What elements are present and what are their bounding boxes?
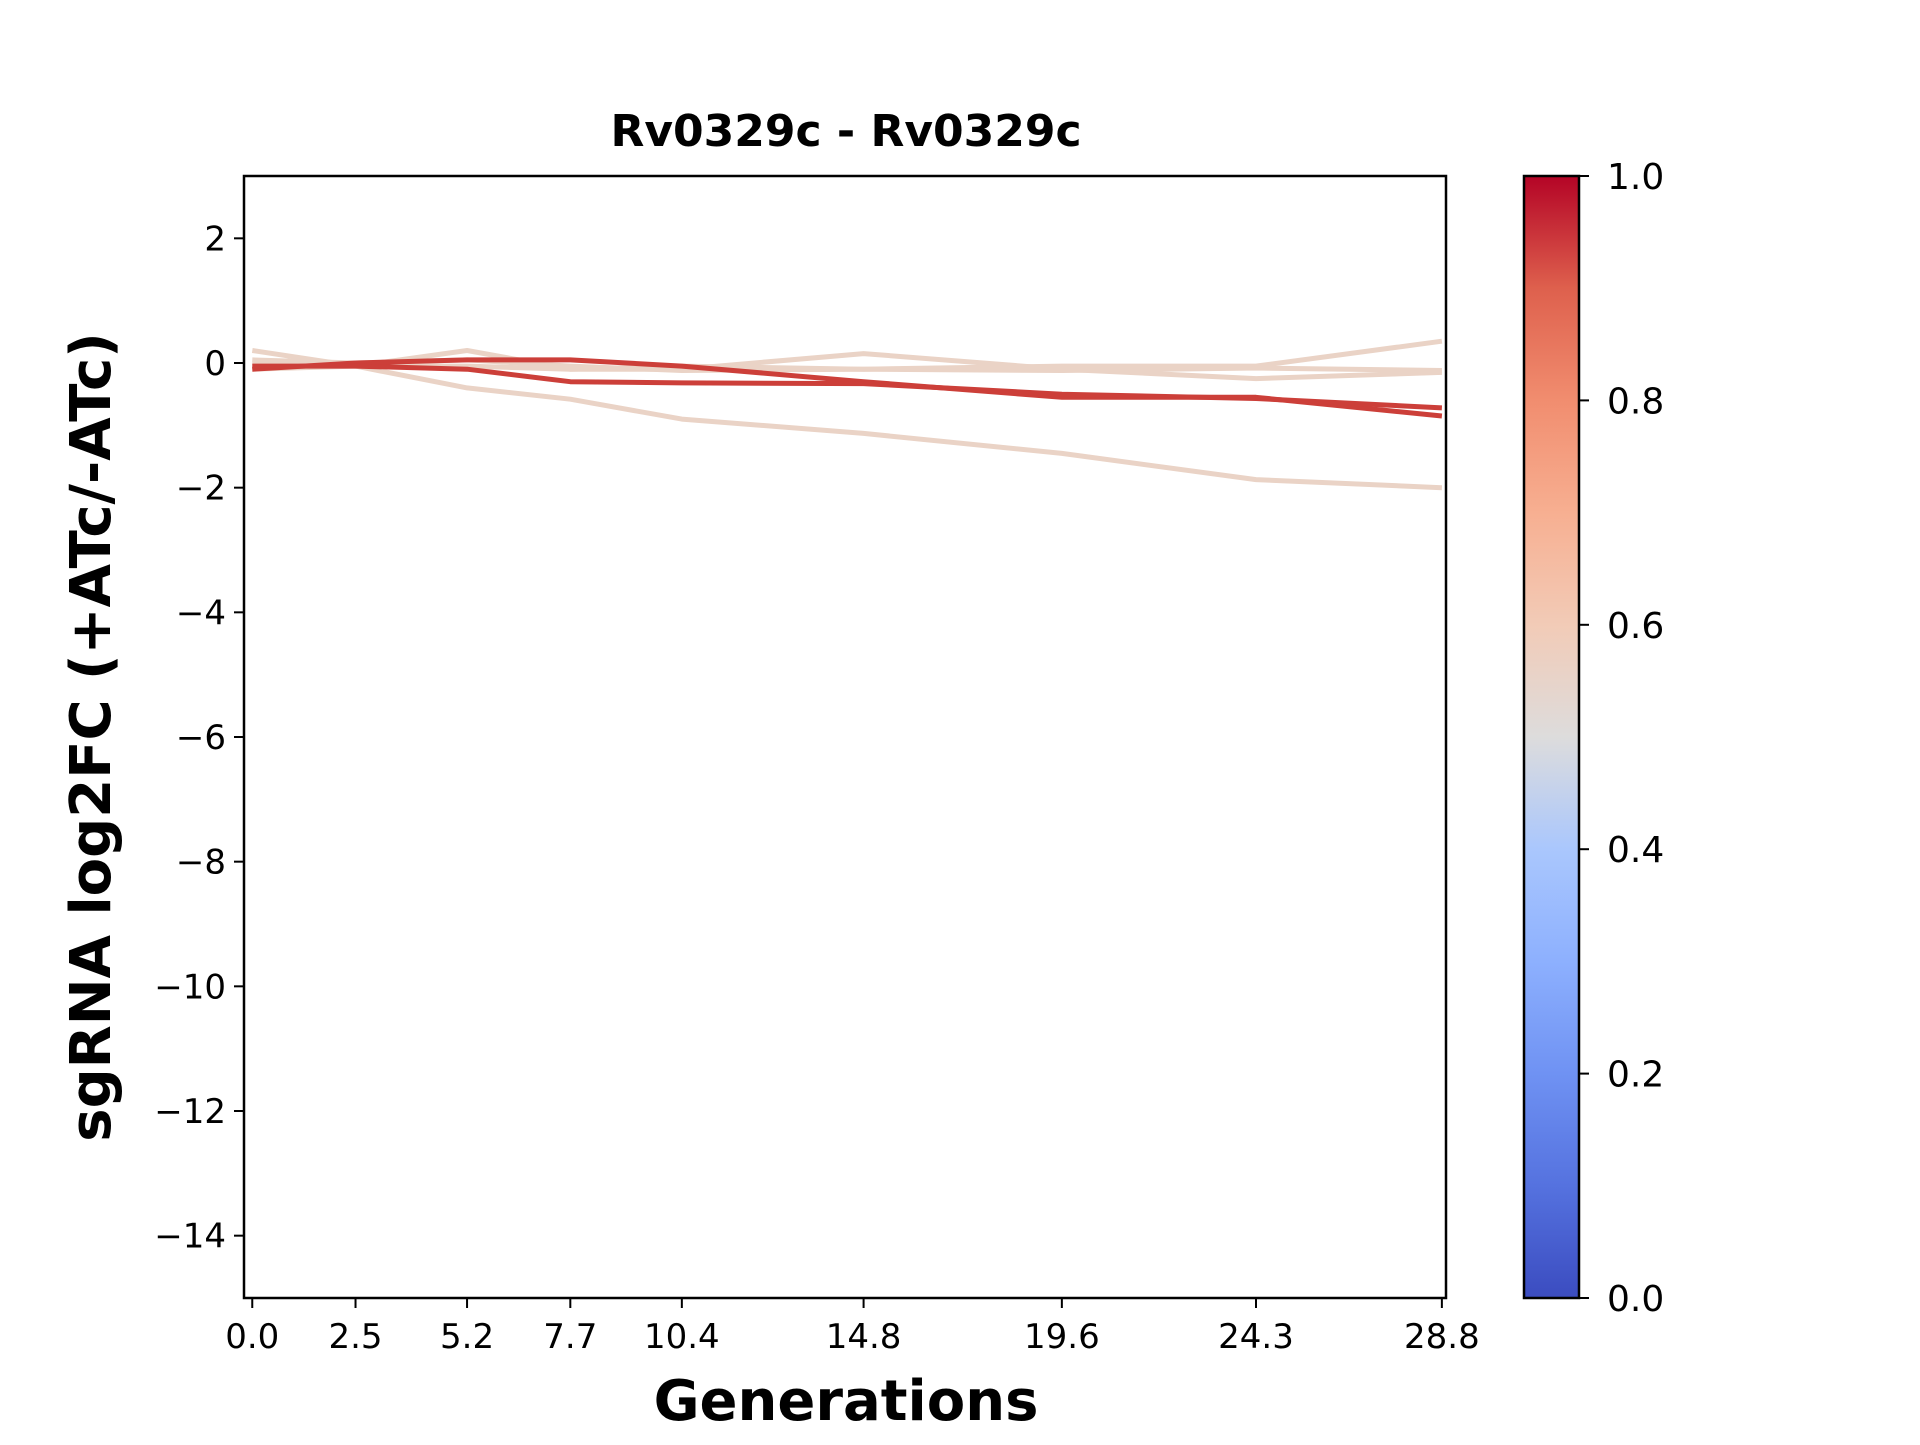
x-tick-label: 0.0 — [225, 1317, 279, 1357]
y-tick-label: −8 — [176, 843, 226, 883]
series-line — [251, 348, 1443, 491]
y-tick-label: −10 — [154, 967, 226, 1007]
colorbar-tick-label: 0.8 — [1607, 381, 1664, 422]
colorbar-tick-label: 1.0 — [1607, 157, 1664, 198]
chart-title: Rv0329c - Rv0329c — [610, 106, 1081, 157]
x-axis-label: Generations — [654, 1369, 1039, 1434]
y-tick-label: 2 — [204, 219, 226, 259]
series-lines — [251, 338, 1443, 491]
colorbar-tick-label: 0.0 — [1607, 1279, 1664, 1320]
colorbar-tick-label: 0.6 — [1607, 606, 1664, 647]
y-tick-label: −6 — [176, 718, 226, 758]
y-tick-label: −14 — [154, 1217, 226, 1257]
x-axis-ticks: 0.0 2.5 5.2 7.7 10.4 14.8 19.6 24.3 28.8 — [225, 1298, 1480, 1357]
colorbar-tick-label: 0.2 — [1607, 1055, 1664, 1096]
y-tick-label: −4 — [176, 593, 226, 633]
y-tick-label: −12 — [154, 1092, 226, 1132]
x-tick-label: 2.5 — [328, 1317, 382, 1357]
colorbar-ticks: 0.0 0.2 0.4 0.6 0.8 1.0 — [1579, 157, 1664, 1320]
y-tick-label: −2 — [176, 469, 226, 509]
colorbar — [1522, 174, 1581, 1300]
x-tick-label: 7.7 — [543, 1317, 597, 1357]
series-line — [252, 363, 1443, 411]
y-axis-label: sgRNA log2FC (+ATc/-ATc) — [59, 332, 124, 1142]
plot-frame — [242, 174, 1448, 1300]
x-tick-label: 5.2 — [440, 1317, 494, 1357]
colorbar-tick-label: 0.4 — [1607, 830, 1664, 871]
y-axis-ticks: 2 0 −2 −4 −6 −8 −10 −12 −14 — [154, 219, 244, 1257]
x-tick-label: 19.6 — [1024, 1317, 1100, 1357]
y-tick-label: 0 — [204, 344, 226, 384]
x-tick-label: 10.4 — [644, 1317, 720, 1357]
x-tick-label: 14.8 — [826, 1317, 902, 1357]
x-tick-label: 28.8 — [1404, 1317, 1480, 1357]
x-tick-label: 24.3 — [1218, 1317, 1294, 1357]
